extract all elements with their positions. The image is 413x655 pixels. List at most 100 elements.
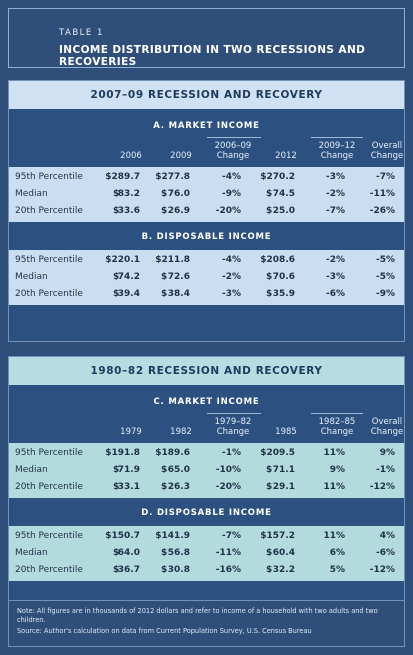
cell-v1: 33.6 <box>117 206 140 216</box>
cell-ch2: -7% <box>325 206 345 216</box>
cell-ch3: 9% <box>379 448 395 458</box>
section-heading: 1980–82 RECESSION AND RECOVERY <box>9 357 404 385</box>
cell-ch1: -10% <box>215 465 241 475</box>
dollar-sign: $ <box>266 548 273 558</box>
row-label: Median <box>15 272 48 282</box>
cell-ch1: -20% <box>215 482 241 492</box>
panel-heading: B. DISPOSABLE INCOME <box>141 232 272 242</box>
column-header: 2006–09 Change <box>214 141 252 161</box>
cell-ch3: -9% <box>375 289 395 299</box>
table-row: 20th Percentile 39.4 38.4 -3% 35.9 -6% -9% $ $ $ <box>9 286 404 303</box>
cell-v1: 36.7 <box>117 565 140 575</box>
cell-v2: 65.0 <box>167 465 190 475</box>
row-label: 20th Percentile <box>15 289 83 299</box>
cell-ch2: -3% <box>325 272 345 282</box>
row-label: Median <box>15 189 48 199</box>
cell-v1: 71.9 <box>117 465 140 475</box>
column-header: 1979–82 Change <box>214 417 252 437</box>
dollar-sign: $ <box>161 548 168 558</box>
cell-v3: 35.9 <box>272 289 295 299</box>
dollar-sign: $ <box>113 465 120 475</box>
data-band <box>9 167 404 222</box>
dollar-sign: $ <box>161 289 168 299</box>
table-row: Median 83.2 76.0 -9% 74.5 -2% -11% $ $ $ <box>9 186 404 203</box>
cell-ch1: -9% <box>221 189 241 199</box>
table-row: Median 74.2 72.6 -2% 70.6 -3% -5% $ $ $ <box>9 269 404 286</box>
row-label: 20th Percentile <box>15 565 83 575</box>
cell-ch3: -12% <box>369 565 395 575</box>
cell-ch3: -5% <box>375 255 395 265</box>
dollar-sign: $ <box>161 482 168 492</box>
table-row: 95th Percentile $150.7 $141.9 -7% $157.2 11% 4… <box>9 528 404 545</box>
cell-v1: 39.4 <box>117 289 140 299</box>
cell-ch2: -3% <box>325 172 345 182</box>
dollar-sign: $ <box>266 482 273 492</box>
note-text: Note: All figures are in thousands of 20… <box>17 607 378 624</box>
row-label: 20th Percentile <box>15 482 83 492</box>
dollar-sign: $ <box>266 465 273 475</box>
cell-v2: $141.9 <box>155 531 190 541</box>
cell-ch1: -20% <box>215 206 241 216</box>
cell-ch3: -5% <box>375 272 395 282</box>
table-row: 95th Percentile $289.7 $277.8 -4% $270.2 -3% -… <box>9 169 404 186</box>
cell-ch3: -6% <box>375 548 395 558</box>
cell-v2: 26.3 <box>167 482 190 492</box>
cell-ch2: 5% <box>329 565 345 575</box>
dollar-sign: $ <box>113 272 120 282</box>
data-band <box>9 443 404 498</box>
cell-ch1: -1% <box>221 448 241 458</box>
cell-v2: 76.0 <box>167 189 190 199</box>
cell-ch1: -4% <box>221 172 241 182</box>
panel-heading: D. DISPOSABLE INCOME <box>141 508 272 518</box>
section-heading: 2007–09 RECESSION AND RECOVERY <box>9 81 404 109</box>
column-header: 1985 <box>275 427 297 437</box>
header-rule <box>311 137 363 138</box>
row-label: 95th Percentile <box>15 255 83 265</box>
column-header: Overall Change <box>370 417 404 437</box>
table-row: 95th Percentile $191.8 $189.6 -1% $209.5 11% 9… <box>9 445 404 462</box>
cell-ch3: -7% <box>375 172 395 182</box>
dollar-sign: $ <box>161 565 168 575</box>
cell-ch3: 4% <box>379 531 395 541</box>
dollar-sign: $ <box>113 289 120 299</box>
dollar-sign: $ <box>266 289 273 299</box>
cell-v1: 74.2 <box>117 272 140 282</box>
cell-v3: 60.4 <box>272 548 295 558</box>
column-header: 1982–85 Change <box>318 417 356 437</box>
cell-v3: $209.5 <box>260 448 295 458</box>
source-text: Source: Author's calculation on data fro… <box>17 627 312 635</box>
data-band <box>9 250 404 305</box>
header-rule <box>207 413 261 414</box>
row-label: 95th Percentile <box>15 172 83 182</box>
footnote: Note: All figures are in thousands of 20… <box>8 601 405 647</box>
dollar-sign: $ <box>266 189 273 199</box>
cell-ch2: 9% <box>329 465 345 475</box>
section-2007-09: 2007–09 RECESSION AND RECOVERY A. MARKET… <box>8 80 405 342</box>
cell-v2: 30.8 <box>167 565 190 575</box>
column-header: 1979 <box>120 427 142 437</box>
cell-v3: 71.1 <box>272 465 295 475</box>
cell-v2: $277.8 <box>155 172 190 182</box>
dollar-sign: $ <box>113 189 120 199</box>
cell-ch2: -2% <box>325 189 345 199</box>
dollar-sign: $ <box>113 565 120 575</box>
cell-v3: $157.2 <box>260 531 295 541</box>
row-label: Median <box>15 465 48 475</box>
dollar-sign: $ <box>161 206 168 216</box>
cell-v1: 33.1 <box>117 482 140 492</box>
cell-v3: 25.0 <box>272 206 295 216</box>
cell-v3: 70.6 <box>272 272 295 282</box>
table-row: 95th Percentile $220.1 $211.8 -4% $208.6 -2% -… <box>9 252 404 269</box>
table-title: INCOME DISTRIBUTION IN TWO RECESSIONS AN… <box>59 44 366 68</box>
dollar-sign: $ <box>266 206 273 216</box>
column-header: 1982 <box>170 427 192 437</box>
cell-v1: 64.0 <box>117 548 140 558</box>
dollar-sign: $ <box>161 189 168 199</box>
cell-ch3: -11% <box>369 189 395 199</box>
cell-ch3: -1% <box>375 465 395 475</box>
column-header: 2009 <box>170 151 192 161</box>
cell-ch1: -4% <box>221 255 241 265</box>
column-header: 2012 <box>275 151 297 161</box>
cell-v3: 74.5 <box>272 189 295 199</box>
column-header: 2006 <box>120 151 142 161</box>
